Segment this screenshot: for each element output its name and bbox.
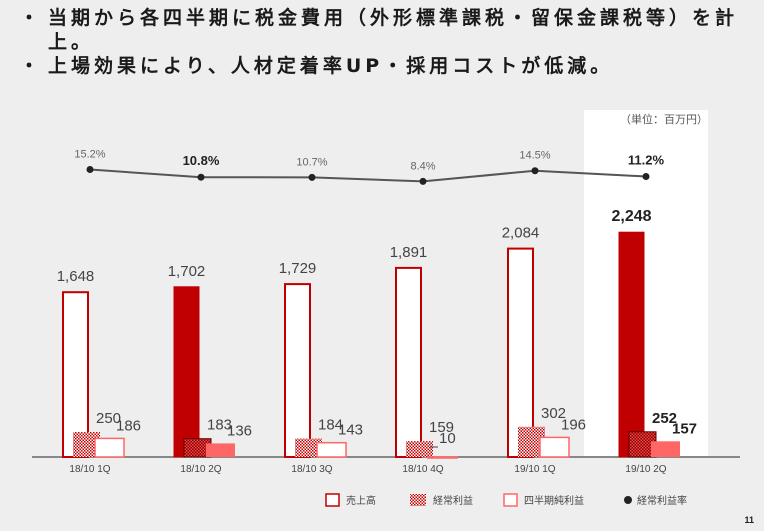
sales-label: 2,248 xyxy=(611,208,651,225)
sales-bar xyxy=(173,286,200,458)
net-income-bar xyxy=(651,441,680,457)
ordinary-profit-label: 252 xyxy=(652,410,677,427)
net-income-bar xyxy=(316,441,347,458)
profit-margin-label: 10.8% xyxy=(183,153,220,168)
net-income-bar xyxy=(206,443,235,457)
page-number: 11 xyxy=(744,515,754,525)
profit-margin-point xyxy=(531,167,539,175)
profit-margin-label: 15.2% xyxy=(74,149,105,161)
net-income-label: 157 xyxy=(672,420,697,437)
legend-ordinary-profit-swatch xyxy=(410,494,426,506)
legend-margin-marker xyxy=(624,496,632,504)
legend-net-income-label: 四半期純利益 xyxy=(524,494,584,507)
ordinary-profit-label: 302 xyxy=(541,405,566,422)
legend-ordinary-profit-label: 経常利益 xyxy=(433,494,473,507)
profit-margin-point xyxy=(86,166,94,173)
profit-margin-label: 11.2% xyxy=(628,153,665,168)
legend-margin-label: 経常利益率 xyxy=(637,494,687,507)
x-tick-label: 18/10 2Q xyxy=(180,464,221,475)
profit-margin-label: 10.7% xyxy=(296,156,327,168)
ordinary-profit-bar xyxy=(406,441,433,457)
profit-margin-label: 14.5% xyxy=(519,150,550,162)
net-income-label: 196 xyxy=(561,416,586,433)
bullet-dot-icon: ・ xyxy=(19,55,43,77)
bullet-dot-icon: ・ xyxy=(19,7,43,29)
net-income-label: 186 xyxy=(116,417,141,434)
ordinary-profit-label: 250 xyxy=(96,410,121,427)
bullet-text: 上場効果により、人材定着率UP・採用コストが低減。 xyxy=(48,55,614,77)
bullet-text: 当期から各四半期に税金費用（外形標準課税・留保金課税等）を計上。 xyxy=(48,7,739,53)
profit-margin-point xyxy=(197,173,205,181)
legend-net-income-swatch xyxy=(503,493,518,507)
net-income-bar xyxy=(427,456,458,459)
sales-label: 1,648 xyxy=(57,268,95,285)
profit-margin-line xyxy=(89,168,647,183)
legend-sales-swatch xyxy=(325,493,340,507)
sales-bar xyxy=(618,231,645,458)
profit-margin-label: 8.4% xyxy=(410,160,435,172)
sales-label: 1,891 xyxy=(390,244,428,261)
ordinary-profit-label: 159 xyxy=(429,419,454,436)
latest-quarter-highlight xyxy=(584,110,708,456)
profit-margin-point xyxy=(308,173,316,181)
net-income-bar xyxy=(539,436,570,458)
sales-label: 1,729 xyxy=(279,260,317,277)
legend-sales-label: 売上高 xyxy=(346,494,376,507)
net-income-label: 136 xyxy=(227,422,252,439)
sales-bar xyxy=(284,283,311,458)
x-tick-label: 18/10 3Q xyxy=(291,464,332,475)
bullet-item: ・ 上場効果により、人材定着率UP・採用コストが低減。 xyxy=(14,54,754,78)
profit-margin-point xyxy=(642,173,650,180)
ordinary-profit-bar xyxy=(295,438,322,457)
header-bullets: ・ 当期から各四半期に税金費用（外形標準課税・留保金課税等）を計上。 ・ 上場効… xyxy=(14,6,754,78)
x-tick-label: 19/10 2Q xyxy=(625,464,666,475)
bullet-item: ・ 当期から各四半期に税金費用（外形標準課税・留保金課税等）を計上。 xyxy=(14,6,754,54)
sales-label: 2,084 xyxy=(502,225,540,242)
profit-margin-point xyxy=(419,177,427,185)
ordinary-profit-label: 184 xyxy=(318,417,343,434)
sales-bar xyxy=(395,266,422,458)
x-tick-label: 18/10 4Q xyxy=(402,464,443,475)
net-income-label: 10 xyxy=(439,430,456,447)
sales-bar xyxy=(507,247,534,458)
ordinary-profit-label: 183 xyxy=(207,417,232,434)
x-tick-label: 19/10 1Q xyxy=(514,464,555,475)
unit-label: （単位：百万円） xyxy=(620,112,708,126)
net-income-bar xyxy=(94,437,125,458)
x-tick-label: 18/10 1Q xyxy=(69,464,110,475)
sales-label: 1,702 xyxy=(168,263,206,280)
net-income-label: 143 xyxy=(338,422,363,439)
